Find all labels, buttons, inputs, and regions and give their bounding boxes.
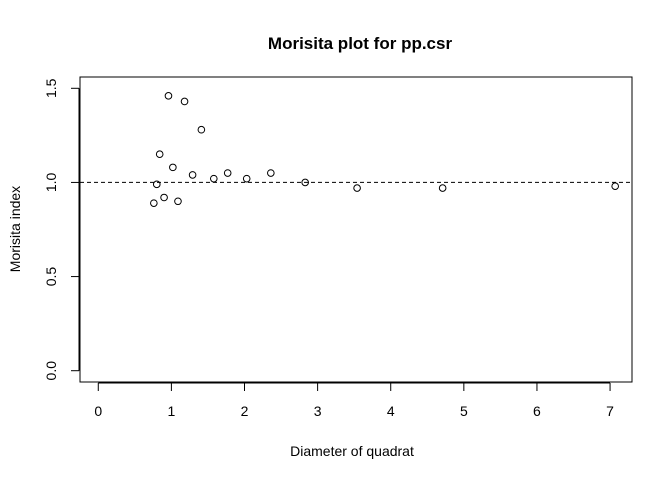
data-point xyxy=(152,180,161,189)
data-point xyxy=(242,174,251,183)
x-tick-label: 1 xyxy=(167,403,175,419)
data-point xyxy=(174,197,182,206)
data-point xyxy=(160,193,168,202)
data-point xyxy=(188,171,197,179)
data-point xyxy=(438,184,447,192)
data-point xyxy=(353,184,361,192)
x-tick-label: 3 xyxy=(314,403,322,419)
x-tick-label: 2 xyxy=(241,403,249,419)
x-tick-label: 7 xyxy=(606,403,614,419)
y-tick-label: 0.0 xyxy=(43,361,59,381)
data-point xyxy=(197,125,206,134)
y-axis-label: Morisita index xyxy=(7,186,23,272)
y-tick-label: 1.5 xyxy=(43,78,59,98)
data-point xyxy=(164,92,173,100)
data-points xyxy=(150,92,619,207)
y-axis: 0.0 0.5 1.0 1.5 xyxy=(43,78,80,381)
plot-frame xyxy=(79,76,633,383)
x-tick-label: 0 xyxy=(94,403,102,419)
x-axis-label: Diameter of quadrat xyxy=(290,443,414,459)
data-point xyxy=(169,163,177,172)
data-point xyxy=(267,169,275,177)
x-tick-label: 4 xyxy=(387,403,395,419)
x-axis: 0 1 2 3 4 5 6 7 xyxy=(94,382,614,419)
x-tick-label: 6 xyxy=(533,403,541,419)
chart-title: Morisita plot for pp.csr xyxy=(268,34,453,53)
data-point xyxy=(301,178,309,187)
data-point xyxy=(223,169,232,177)
y-tick-label: 1.0 xyxy=(43,172,59,192)
data-point xyxy=(155,150,164,158)
x-tick-label: 5 xyxy=(460,403,468,419)
data-point xyxy=(150,199,158,207)
data-point xyxy=(209,174,218,183)
y-tick-label: 0.5 xyxy=(43,267,59,287)
data-point xyxy=(180,97,189,106)
data-point xyxy=(611,182,619,190)
